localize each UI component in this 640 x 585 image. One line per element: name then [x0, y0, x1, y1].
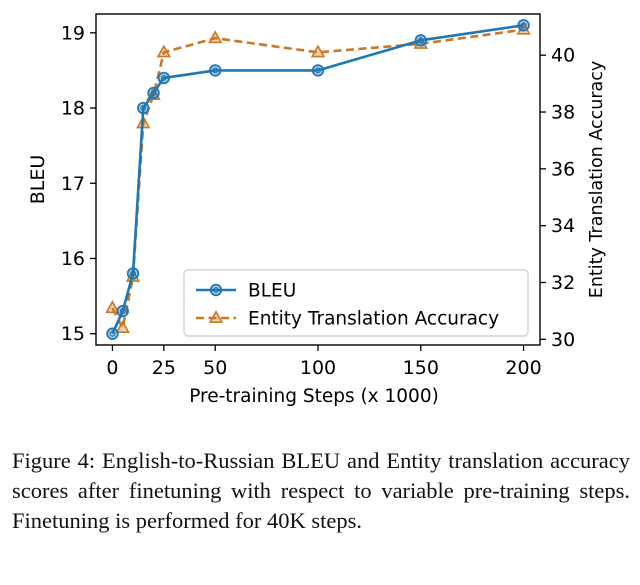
bleu-point-inner [417, 37, 424, 44]
bleu-point-inner [109, 330, 116, 337]
legend: BLEU Entity Translation Accuracy [183, 269, 529, 337]
dual-axis-line-chart: 15 16 17 18 19 BLEU 30 32 34 36 38 40 Entity Transl… [27, 13, 607, 407]
left-y-axis-label: BLEU [27, 155, 49, 205]
x-tick-label: 25 [152, 357, 176, 379]
legend-label: BLEU [248, 281, 296, 302]
left-y-axis: 15 16 17 18 19 BLEU [27, 22, 96, 345]
bleu-line [111, 23, 524, 335]
right-y-axis-label: Entity Translation Accuracy [587, 61, 607, 298]
right-y-tick-label: 34 [551, 215, 575, 237]
bleu-point [517, 19, 530, 32]
x-axis: 0 25 50 100 150 200 Pre-training Steps (x 1000… [106, 345, 542, 407]
entity-accuracy-line [111, 28, 524, 330]
right-y-tick-label: 36 [551, 158, 575, 180]
bleu-point-inner [150, 90, 157, 96]
bleu-point-inner [212, 67, 219, 74]
legend-entry: BLEU [196, 281, 296, 302]
bleu-point-inner [119, 308, 126, 315]
left-y-tick-label: 18 [61, 98, 85, 120]
bleu-point [311, 64, 325, 77]
figure-caption: Figure 4: English-to-Russian BLEU and En… [12, 448, 630, 533]
entity-accuracy-point [115, 320, 130, 333]
legend-label: Entity Translation Accuracy [248, 309, 499, 330]
bleu-point [209, 283, 223, 297]
right-y-tick-label: 40 [551, 45, 575, 67]
bleu-point-inner [140, 105, 147, 112]
bleu-series [106, 19, 530, 340]
legend-entry: Entity Translation Accuracy [196, 309, 499, 330]
entity-accuracy-point [105, 300, 120, 314]
bleu-point [106, 327, 119, 340]
entity-accuracy-point [208, 30, 223, 44]
bleu-point [126, 267, 140, 280]
bleu-point [157, 71, 171, 85]
bleu-point [147, 86, 160, 100]
x-tick-label: 100 [300, 357, 336, 379]
bleu-point [414, 34, 427, 47]
entity-accuracy-point [208, 310, 224, 324]
x-tick-label: 150 [403, 357, 439, 379]
left-y-tick-label: 19 [61, 22, 85, 44]
bleu-point-inner [213, 287, 219, 293]
bleu-point-inner [160, 74, 167, 81]
bleu-point-inner [520, 22, 527, 29]
entity-accuracy-point [310, 44, 326, 58]
x-tick-label: 200 [505, 357, 541, 379]
left-y-tick-label: 17 [61, 173, 85, 195]
bleu-point [137, 101, 150, 115]
right-y-tick-label: 30 [551, 329, 575, 351]
x-axis-label: Pre-training Steps (x 1000) [189, 386, 439, 407]
right-y-tick-label: 32 [551, 272, 575, 294]
right-y-tick-label: 38 [551, 102, 575, 124]
series-layer [105, 19, 531, 340]
entity-accuracy-point [156, 44, 172, 58]
bleu-point [209, 64, 222, 77]
bleu-point-inner [315, 67, 321, 74]
right-y-axis: 30 32 34 36 38 40 Entity Translation Accuracy [540, 45, 607, 351]
x-tick-label: 0 [106, 357, 118, 379]
x-tick-label: 50 [203, 357, 227, 379]
bleu-point-inner [130, 270, 136, 277]
bleu-point [116, 304, 129, 318]
left-y-tick-label: 16 [61, 248, 85, 270]
left-y-tick-label: 15 [61, 323, 85, 345]
legend-box [183, 269, 529, 337]
